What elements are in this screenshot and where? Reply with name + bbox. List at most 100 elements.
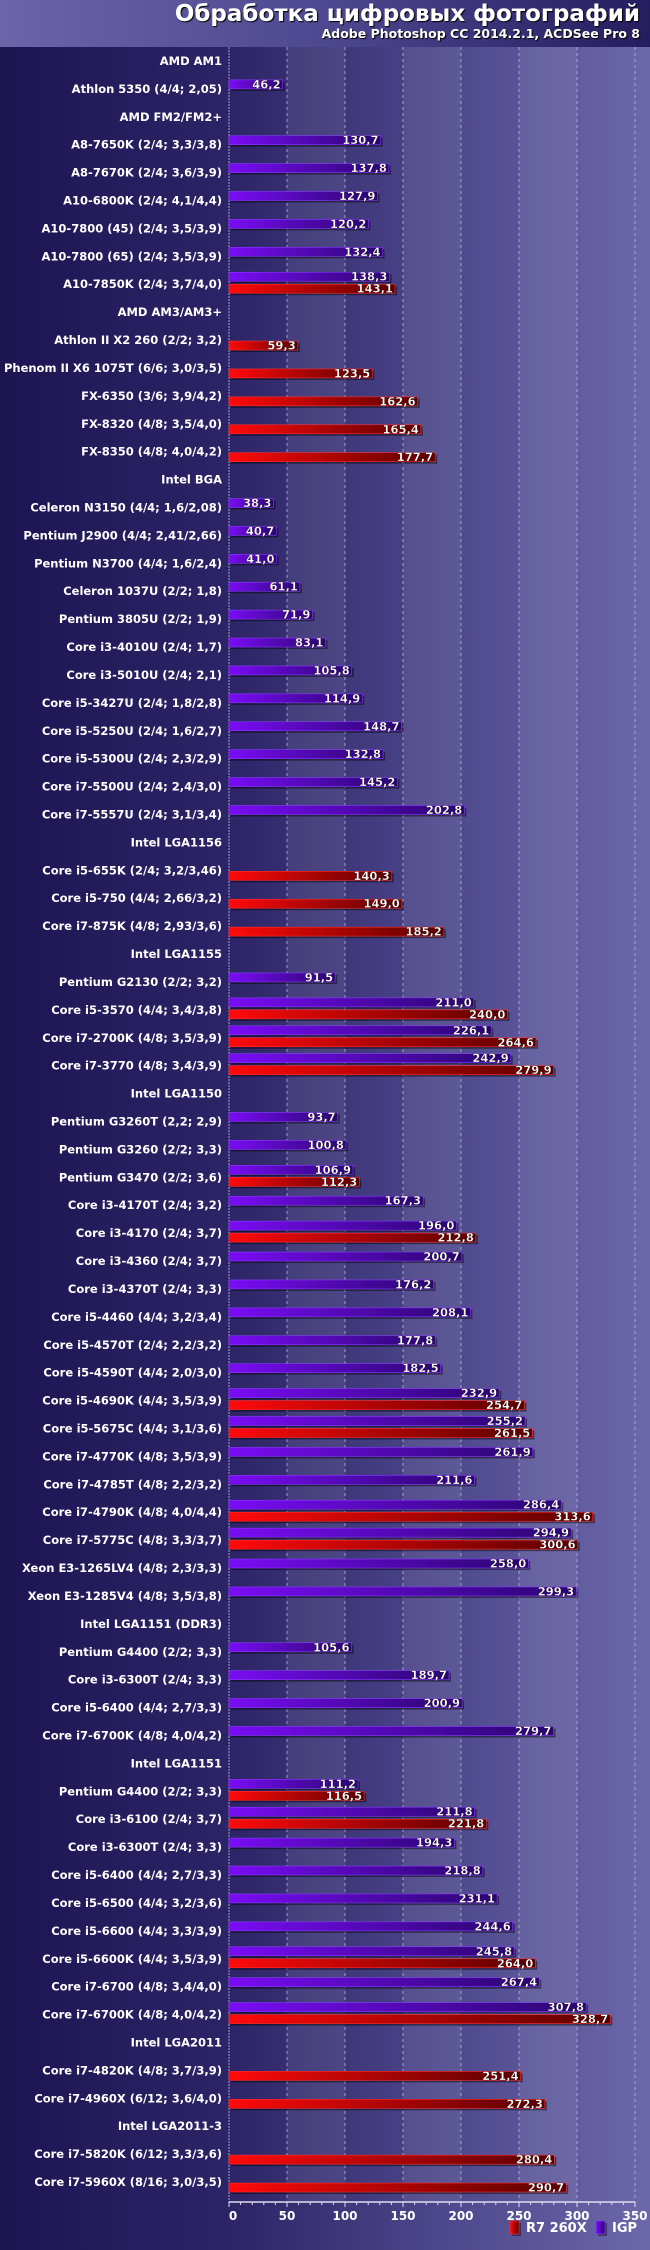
category-label: Core i3-4010U (2/4; 1,7): [66, 640, 222, 654]
category-label: Core i7-4770K (4/8; 3,5/3,9): [42, 1449, 222, 1463]
category-label: Core i5-655K (2/4; 3,2/3,46): [42, 863, 222, 877]
x-tick-label: 150: [390, 2209, 415, 2223]
group-label: Intel LGA1156: [131, 835, 222, 849]
value-label-igp: 232,9: [461, 1386, 497, 1400]
value-label-r7-260x: 221,8: [448, 1817, 484, 1831]
category-label: Core i5-750 (4/4; 2,66/3,2): [51, 891, 222, 905]
bar-r7-260x: [228, 1818, 487, 1829]
category-label: Core i5-5675C (4/4; 3,1/3,6): [43, 1422, 222, 1436]
category-label: Core i3-4370T (2/4; 3,3): [68, 1282, 222, 1296]
value-label-igp: 105,6: [313, 1640, 349, 1654]
category-label: A8-7670K (2/4; 3,6/3,9): [71, 166, 222, 180]
x-axis: 0 50 100 150 200 250 300 350: [228, 2201, 648, 2223]
category-label: Pentium J2900 (4/4; 2,41/2,66): [23, 528, 222, 542]
category-label: Core i3-4360 (2/4; 3,7): [76, 1254, 222, 1268]
category-label: Core i5-6400 (4/4; 2,7/3,3): [51, 1701, 222, 1715]
group-label: Intel LGA2011-3: [118, 2119, 222, 2133]
bar-r7-260x: [228, 1009, 508, 1020]
value-label-igp: 307,8: [548, 2000, 584, 2014]
value-label-r7-260x: 328,7: [572, 2012, 608, 2026]
value-label-r7-260x: 290,7: [528, 2181, 564, 2195]
category-label: A8-7650K (2/4; 3,3/3,8): [71, 138, 222, 152]
value-label-igp: 189,7: [411, 1668, 447, 1682]
value-label-igp: 194,3: [416, 1836, 452, 1850]
group-label: Intel LGA1151: [131, 1756, 222, 1770]
bar-igp: [228, 637, 326, 648]
bar-r7-260x: [228, 1065, 554, 1075]
group-label: Intel LGA1155: [131, 947, 222, 961]
value-label-r7-260x: 264,0: [497, 1956, 533, 1970]
bar-igp: [228, 1977, 540, 1987]
category-label: Core i7-2700K (4/8; 3,5/3,9): [42, 1031, 222, 1045]
group-label: Intel LGA1150: [131, 1087, 222, 1101]
category-label: Core i5-5250U (2/4; 1,6/2,7): [42, 724, 222, 738]
legend-r7-260x: R7 260X: [509, 2220, 587, 2236]
value-label-r7-260x: 143,1: [357, 282, 393, 296]
group-label: AMD FM2/FM2+: [120, 110, 222, 124]
bar-r7-260x: [228, 1232, 477, 1243]
x-tick-label: 100: [332, 2209, 357, 2223]
bar-r7-260x: [228, 2154, 555, 2165]
value-label-r7-260x: 165,4: [382, 422, 418, 436]
value-label-r7-260x: 123,5: [334, 366, 370, 380]
category-label: A10-7800 (65) (2/4; 3,5/3,9): [42, 249, 222, 263]
legend-igp: IGP: [595, 2220, 637, 2236]
bar-igp: [228, 1416, 526, 1426]
category-label: Athlon 5350 (4/4; 2,05): [72, 82, 222, 96]
bar-r7-260x: [228, 2071, 521, 2081]
category-label: Celeron N3150 (4/4; 1,6/2,08): [30, 501, 222, 515]
value-label-igp: 244,6: [474, 1919, 510, 1933]
value-label-igp: 105,8: [313, 663, 349, 677]
bar-igp: [228, 191, 378, 201]
category-label: Pentium G4400 (2/2; 3,3): [59, 1645, 222, 1659]
plot-band: [519, 47, 577, 2202]
category-label: Core i5-3570 (4/4; 3,4/3,8): [51, 1003, 222, 1017]
category-label: Core i7-5775C (4/8; 3,3/3,7): [43, 1533, 222, 1547]
value-label-igp: 202,8: [426, 803, 462, 817]
value-label-igp: 200,7: [423, 1250, 459, 1264]
value-label-r7-260x: 177,7: [397, 450, 433, 464]
value-label-igp: 200,9: [424, 1696, 460, 1710]
bar-igp: [228, 1670, 450, 1680]
bar-r7-260x: [228, 1037, 537, 1048]
category-label: Core i3-4170 (2/4; 3,7): [76, 1226, 222, 1240]
category-label: Core i3-4170T (2/4; 3,2): [68, 1198, 222, 1212]
value-label-igp: 137,8: [350, 161, 386, 175]
category-label: Core i7-4960X (6/12; 3,6/4,0): [34, 2091, 222, 2105]
category-label: A10-7800 (45) (2/4; 3,5/3,9): [42, 221, 222, 235]
category-label: FX-8320 (4/8; 3,5/4,0): [81, 417, 222, 431]
x-tick-label: 200: [448, 2209, 473, 2223]
bar-igp: [228, 1865, 484, 1876]
value-label-r7-260x: 116,5: [326, 1789, 362, 1803]
category-label: Pentium G4400 (2/2; 3,3): [59, 1784, 222, 1798]
bar-igp: [228, 1726, 554, 1736]
plot-band: [403, 47, 461, 2202]
legend-swatch: [595, 2220, 606, 2235]
value-label-igp: 106,9: [315, 1163, 351, 1177]
category-label: Core i7-5820K (6/12; 3,3/3,6): [34, 2147, 222, 2161]
bar-r7-260x: [228, 452, 436, 462]
value-label-igp: 61,1: [270, 580, 298, 594]
category-label: Core i7-5557U (2/4; 3,1/3,4): [42, 808, 222, 822]
bar-igp: [228, 1499, 562, 1510]
bar-r7-260x: [228, 1539, 578, 1550]
bar-igp: [228, 1921, 514, 1932]
category-label: Core i5-4690K (4/4; 3,5/3,9): [42, 1394, 222, 1408]
category-label: Core i5-4460 (4/4; 3,2/3,4): [51, 1310, 222, 1324]
category-label: Core i3-6300T (2/4; 3,3): [68, 1673, 222, 1687]
bar-igp: [228, 247, 383, 257]
bar-igp: [228, 721, 402, 732]
value-label-igp: 182,5: [402, 1361, 438, 1375]
value-label-r7-260x: 240,0: [469, 1007, 505, 1021]
value-label-igp: 176,2: [395, 1277, 431, 1291]
bar-igp: [228, 1220, 457, 1231]
category-label: Core i7-6700 (4/8; 3,4/4,0): [51, 1980, 222, 1994]
bar-igp: [228, 1527, 572, 1538]
chart-title: Обработка цифровых фотографий: [174, 1, 640, 27]
legend-label: R7 260X: [526, 2221, 587, 2236]
bar-r7-260x: [228, 1791, 365, 1801]
category-label: Core i5-4590T (4/4; 2,0/3,0): [43, 1366, 222, 1380]
bar-igp: [228, 1837, 455, 1848]
category-label: Pentium G2130 (2/2; 3,2): [59, 975, 222, 989]
category-label: Core i5-5300U (2/4; 2,3/2,9): [42, 752, 222, 766]
